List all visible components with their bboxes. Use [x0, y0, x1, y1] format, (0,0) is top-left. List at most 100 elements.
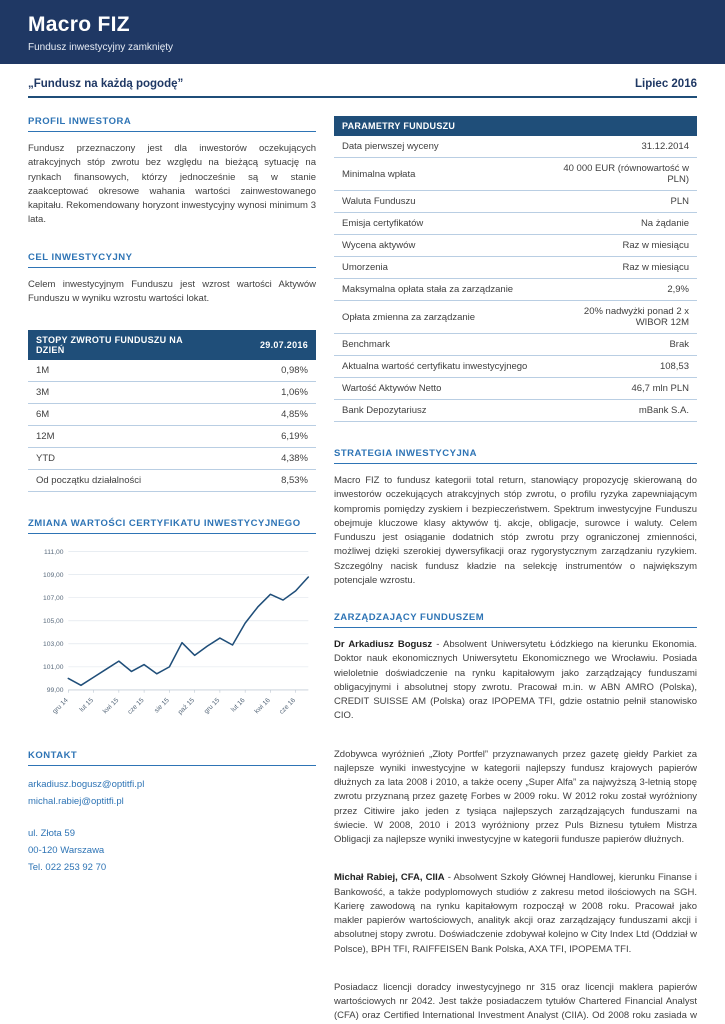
- return-period: 6M: [28, 403, 196, 426]
- parameter-value: 20% nadwyżki ponad 2 x WIBOR 12M: [544, 300, 697, 334]
- chart-y-tick-label: 105,00: [43, 618, 64, 625]
- return-period: 1M: [28, 360, 196, 382]
- parameter-label: Emisja certyfikatów: [334, 212, 545, 235]
- header-rule: [28, 96, 697, 98]
- parameter-label: Benchmark: [334, 333, 545, 356]
- return-period: Od początku działalności: [28, 469, 196, 492]
- parameters-table-header: PARAMETRY FUNDUSZU: [334, 116, 697, 136]
- table-row: 12M 6,19%: [28, 425, 316, 448]
- chart-y-tick-label: 103,00: [43, 641, 64, 648]
- masthead: Macro FIZ Fundusz inwestycyjny zamknięty: [0, 0, 725, 64]
- returns-table-header: STOPY ZWROTU FUNDUSZU NA DZIEŃ 29.07.201…: [28, 330, 316, 360]
- parameter-value: PLN: [544, 190, 697, 213]
- fund-title: Macro FIZ: [28, 13, 130, 36]
- table-row: 1M 0,98%: [28, 360, 316, 382]
- section-heading-profil: PROFIL INWESTORA: [28, 116, 316, 132]
- parameter-value: Raz w miesiącu: [544, 256, 697, 279]
- contact-block: arkadiusz.bogusz@optitfi.pl michal.rabie…: [28, 776, 316, 875]
- chart-y-tick-label: 111,00: [44, 549, 64, 556]
- chart-x-tick-label: kwi 15: [102, 697, 121, 716]
- right-column: PARAMETRY FUNDUSZU Data pierwszej wyceny…: [334, 116, 697, 1024]
- manager-paragraph: Michał Rabiej, CFA, CIIA - Absolwent Szk…: [334, 871, 697, 957]
- section-heading-chart: ZMIANA WARTOŚCI CERTYFIKATU INWESTYCYJNE…: [28, 518, 316, 534]
- table-row: Data pierwszej wyceny 31.12.2014: [334, 136, 697, 158]
- fund-subtitle: Fundusz inwestycyjny zamknięty: [28, 42, 174, 53]
- chart-x-tick-label: cze 15: [127, 697, 146, 716]
- section-heading-strategia: STRATEGIA INWESTYCYJNA: [334, 448, 697, 464]
- table-row: Wycena aktywów Raz w miesiącu: [334, 234, 697, 257]
- manager-bio: Posiadacz licencji doradcy inwestycyjneg…: [334, 981, 697, 1022]
- chart-x-tick-label: cze 16: [278, 697, 297, 716]
- return-period: 12M: [28, 425, 196, 448]
- table-row: YTD 4,38%: [28, 447, 316, 470]
- chart-x-tick-label: lut 15: [78, 697, 95, 714]
- table-row: Wartość Aktywów Netto 46,7 mln PLN: [334, 377, 697, 400]
- parameter-label: Minimalna wpłata: [334, 157, 545, 191]
- strategia-body: Macro FIZ to fundusz kategorii total ret…: [334, 475, 697, 586]
- parameter-label: Bank Depozytariusz: [334, 399, 545, 422]
- parameter-value: 31.12.2014: [544, 136, 697, 158]
- email-link[interactable]: michal.rabiej@optitfi.pl: [28, 796, 124, 808]
- table-row: Maksymalna opłata stała za zarządzanie 2,…: [334, 278, 697, 301]
- parameter-label: Wycena aktywów: [334, 234, 545, 257]
- fund-parameters-table: PARAMETRY FUNDUSZU Data pierwszej wyceny…: [334, 116, 697, 422]
- address-phone: Tel. 022 253 92 70: [28, 861, 107, 873]
- chart-y-tick-label: 107,00: [43, 595, 64, 602]
- chart-y-tick-label: 109,00: [43, 572, 64, 579]
- chart-x-tick-label: gru 14: [51, 697, 70, 716]
- email-link[interactable]: arkadiusz.bogusz@optitfi.pl: [28, 779, 145, 791]
- section-heading-kontakt: KONTAKT: [28, 750, 316, 767]
- contact-emails: arkadiusz.bogusz@optitfi.pl michal.rabie…: [28, 776, 316, 810]
- parameter-value: 46,7 mln PLN: [544, 377, 697, 400]
- table-row: Benchmark Brak: [334, 333, 697, 356]
- tagline-row: „Fundusz na każdą pogodę” Lipiec 2016: [0, 64, 725, 96]
- table-row: 3M 1,06%: [28, 381, 316, 404]
- performance-chart-svg: 99,00 101,00 103,00 105,00 107,00 109,00 111,0…: [43, 549, 310, 716]
- table-row: 6M 4,85%: [28, 403, 316, 426]
- parameter-label: Aktualna wartość certyfikatu inwestycyjn…: [334, 355, 545, 378]
- parameter-label: Data pierwszej wyceny: [334, 136, 545, 158]
- manager-bio: - Absolwent Szkoły Głównej Handlowej, ki…: [334, 872, 697, 955]
- parameter-value: mBank S.A.: [544, 399, 697, 422]
- chart-x-tick-label: gru 15: [203, 697, 222, 716]
- parameter-value: Na żądanie: [544, 212, 697, 235]
- returns-table: STOPY ZWROTU FUNDUSZU NA DZIEŃ 29.07.201…: [28, 330, 316, 492]
- parameter-label: Umorzenia: [334, 256, 545, 279]
- parameter-label: Opłata zmienna za zarządzanie: [334, 300, 545, 334]
- manager-paragraph: Dr Arkadiusz Bogusz - Absolwent Uniwersy…: [334, 638, 697, 724]
- section-heading-zarzadzajacy: ZARZĄDZAJĄCY FUNDUSZEM: [334, 612, 697, 628]
- returns-header-label: STOPY ZWROTU FUNDUSZU NA DZIEŃ: [28, 330, 196, 360]
- profil-body: Fundusz przeznaczony jest dla inwestorów…: [28, 143, 316, 226]
- table-row: Bank Depozytariusz mBank S.A.: [334, 399, 697, 422]
- table-row: Od początku działalności 8,53%: [28, 469, 316, 492]
- chart-y-tick-label: 99,00: [47, 687, 64, 694]
- parameter-value: 2,9%: [544, 278, 697, 301]
- return-value: 1,06%: [195, 381, 316, 404]
- chart-x-tick-label: lut 16: [230, 697, 247, 714]
- parameters-heading: PARAMETRY FUNDUSZU: [334, 116, 697, 136]
- return-value: 8,53%: [195, 469, 316, 492]
- parameter-value: 40 000 EUR (równowartość w PLN): [544, 157, 697, 191]
- returns-header-date: 29.07.2016: [195, 330, 316, 360]
- manager-name: Michał Rabiej, CFA, CIIA: [334, 872, 445, 884]
- section-heading-cel: CEL INWESTYCYJNY: [28, 252, 316, 268]
- chart-y-tick-label: 101,00: [43, 664, 64, 671]
- return-value: 4,85%: [195, 403, 316, 426]
- manager-paragraph: Posiadacz licencji doradcy inwestycyjneg…: [334, 981, 697, 1024]
- parameter-value: Brak: [544, 333, 697, 356]
- table-row: Minimalna wpłata 40 000 EUR (równowartość…: [334, 157, 697, 191]
- table-row: Aktualna wartość certyfikatu inwestycyjn…: [334, 355, 697, 378]
- table-row: Emisja certyfikatów Na żądanie: [334, 212, 697, 235]
- fund-tagline: „Fundusz na każdą pogodę”: [28, 78, 184, 90]
- return-period: 3M: [28, 381, 196, 404]
- return-value: 4,38%: [195, 447, 316, 470]
- report-month: Lipiec 2016: [634, 78, 697, 90]
- performance-chart: 99,00 101,00 103,00 105,00 107,00 109,00 111,0…: [28, 544, 316, 726]
- parameter-value: Raz w miesiącu: [544, 234, 697, 257]
- chart-x-tick-label: sie 15: [153, 697, 171, 715]
- address-street: ul. Złota 59: [28, 827, 75, 839]
- address-city: 00-120 Warszawa: [28, 844, 105, 856]
- manager-bio: Zdobywca wyróżnień „Złoty Portfel” przyz…: [334, 748, 697, 846]
- return-period: YTD: [28, 447, 196, 470]
